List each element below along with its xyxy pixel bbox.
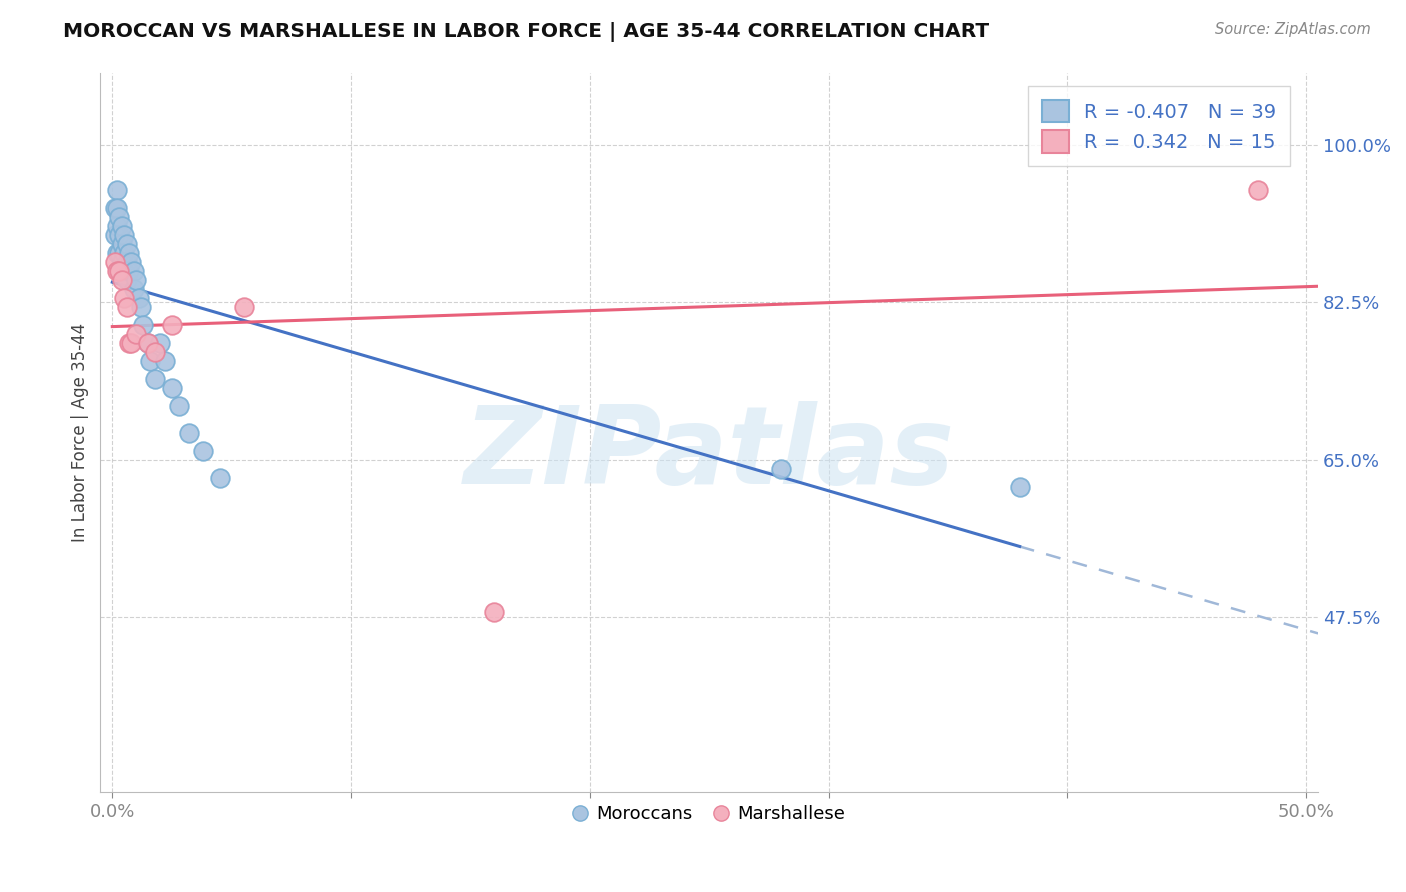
- Point: [125, 326, 148, 341]
- Point: [122, 282, 145, 296]
- Point: [1247, 183, 1270, 197]
- Point: [112, 264, 135, 278]
- Y-axis label: In Labor Force | Age 35-44: In Labor Force | Age 35-44: [72, 323, 89, 542]
- Point: [143, 344, 166, 359]
- Legend: Moroccans, Marshallese: Moroccans, Marshallese: [565, 797, 853, 830]
- Point: [118, 264, 141, 278]
- Point: [111, 255, 134, 269]
- Point: [104, 255, 127, 269]
- Point: [105, 201, 128, 215]
- Point: [177, 425, 200, 440]
- Point: [115, 300, 138, 314]
- Point: [149, 335, 172, 350]
- Point: [769, 461, 792, 475]
- Point: [153, 353, 176, 368]
- Point: [118, 335, 141, 350]
- Point: [112, 291, 135, 305]
- Text: ZIPatlas: ZIPatlas: [464, 401, 955, 508]
- Point: [136, 335, 159, 350]
- Point: [143, 372, 166, 386]
- Point: [105, 183, 128, 197]
- Point: [104, 201, 127, 215]
- Point: [160, 381, 183, 395]
- Point: [115, 273, 138, 287]
- Point: [132, 318, 155, 332]
- Text: Source: ZipAtlas.com: Source: ZipAtlas.com: [1215, 22, 1371, 37]
- Point: [118, 245, 141, 260]
- Point: [232, 300, 254, 314]
- Point: [122, 264, 145, 278]
- Point: [208, 470, 231, 484]
- Point: [104, 227, 127, 242]
- Point: [105, 245, 128, 260]
- Point: [120, 255, 142, 269]
- Point: [115, 255, 138, 269]
- Point: [112, 227, 135, 242]
- Point: [167, 399, 190, 413]
- Point: [136, 335, 159, 350]
- Point: [108, 227, 131, 242]
- Point: [108, 264, 131, 278]
- Text: MOROCCAN VS MARSHALLESE IN LABOR FORCE | AGE 35-44 CORRELATION CHART: MOROCCAN VS MARSHALLESE IN LABOR FORCE |…: [63, 22, 990, 42]
- Point: [108, 245, 131, 260]
- Point: [105, 264, 128, 278]
- Point: [111, 219, 134, 233]
- Point: [191, 443, 214, 458]
- Point: [120, 335, 142, 350]
- Point: [105, 219, 128, 233]
- Point: [111, 236, 134, 251]
- Point: [128, 291, 150, 305]
- Point: [112, 245, 135, 260]
- Point: [139, 353, 162, 368]
- Point: [111, 273, 134, 287]
- Point: [125, 273, 148, 287]
- Point: [1008, 480, 1031, 494]
- Point: [160, 318, 183, 332]
- Point: [484, 606, 506, 620]
- Point: [115, 236, 138, 251]
- Point: [108, 210, 131, 224]
- Point: [129, 300, 152, 314]
